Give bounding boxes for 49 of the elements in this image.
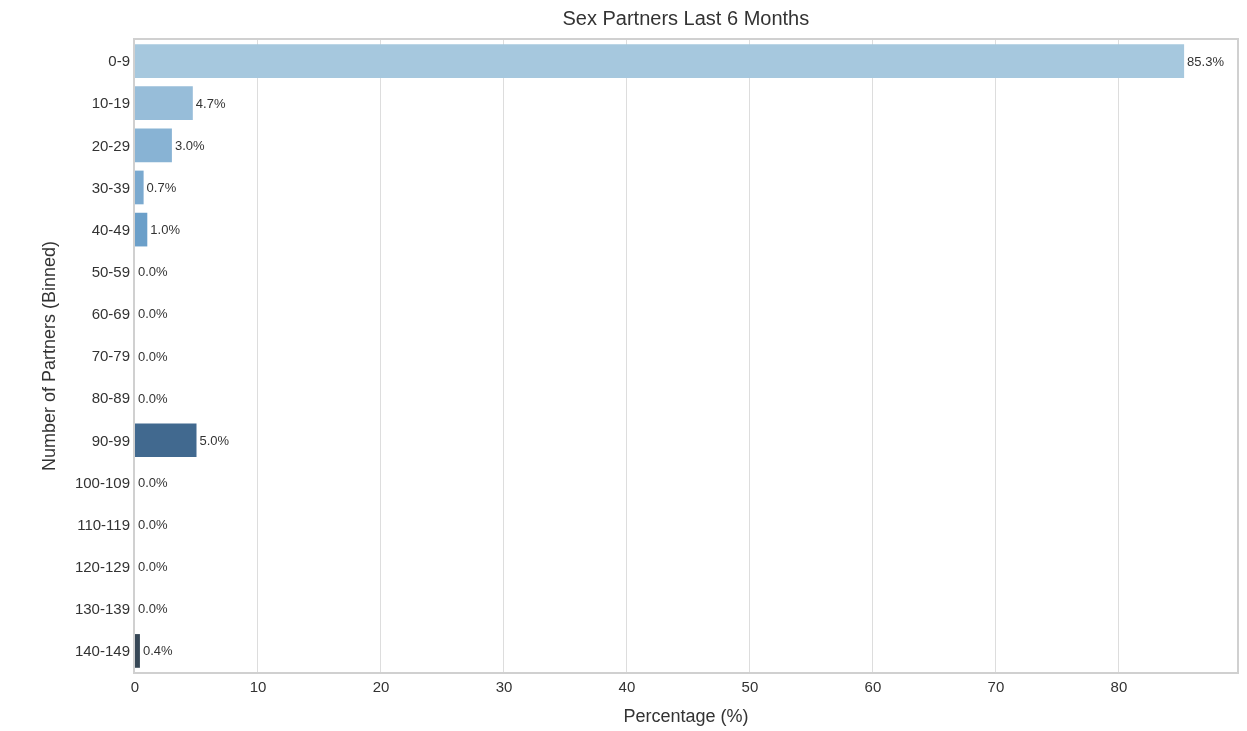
x-tick-label: 0: [130, 678, 140, 695]
data-label: 0.0%: [138, 517, 169, 533]
x-tick-label: 50: [741, 678, 759, 695]
data-label: 1.0%: [150, 222, 181, 238]
data-label: 0.0%: [138, 306, 169, 322]
y-tick-label: 140-149: [74, 642, 130, 660]
bar: [135, 170, 144, 205]
y-tick-label: 60-69: [91, 305, 130, 323]
data-label: 5.0%: [199, 432, 230, 448]
x-tick-label: 60: [864, 678, 882, 695]
x-tick-label: 10: [249, 678, 267, 695]
y-tick-label: 0-9: [108, 52, 130, 70]
data-label: 85.3%: [1187, 53, 1225, 69]
y-tick-label: 90-99: [91, 431, 130, 449]
y-tick-label: 130-139: [74, 600, 130, 618]
data-label: 0.0%: [138, 559, 169, 575]
data-label: 0.0%: [138, 348, 169, 364]
bar: [135, 634, 140, 668]
x-tick-label: 40: [618, 678, 636, 695]
y-tick-label: 80-89: [91, 389, 130, 407]
data-label: 3.0%: [174, 137, 205, 153]
y-tick-label: 110-119: [77, 515, 130, 533]
x-tick-label: 80: [1110, 678, 1128, 695]
y-tick-label: 50-59: [91, 262, 130, 280]
data-label: 0.0%: [138, 390, 169, 406]
y-tick-label: 40-49: [91, 220, 130, 238]
bar: [135, 212, 148, 247]
x-tick-label: 30: [495, 678, 513, 695]
y-tick-label: 20-29: [91, 136, 130, 154]
y-tick-label: 70-79: [91, 347, 130, 365]
data-label: 0.0%: [138, 474, 169, 490]
x-tick-label: 20: [372, 678, 390, 695]
bar: [135, 44, 1185, 78]
y-tick-label: 30-39: [91, 178, 130, 196]
y-tick-label: 100-109: [74, 473, 130, 491]
bar: [135, 423, 197, 458]
y-tick-label: 120-129: [74, 557, 130, 575]
data-label: 0.0%: [138, 264, 169, 280]
x-tick-label: 70: [987, 678, 1005, 695]
y-axis-title: Number of Partners (Binned): [38, 240, 59, 472]
data-label: 0.4%: [142, 643, 173, 659]
y-tick-label: 10-19: [91, 94, 130, 112]
data-label: 0.7%: [146, 179, 177, 195]
chart-title: Sex Partners Last 6 Months: [562, 6, 810, 29]
x-axis-title: Percentage (%): [623, 705, 749, 726]
bar: [135, 86, 193, 121]
data-label: 4.7%: [195, 95, 226, 111]
bar: [135, 128, 172, 163]
data-label: 0.0%: [138, 601, 169, 617]
